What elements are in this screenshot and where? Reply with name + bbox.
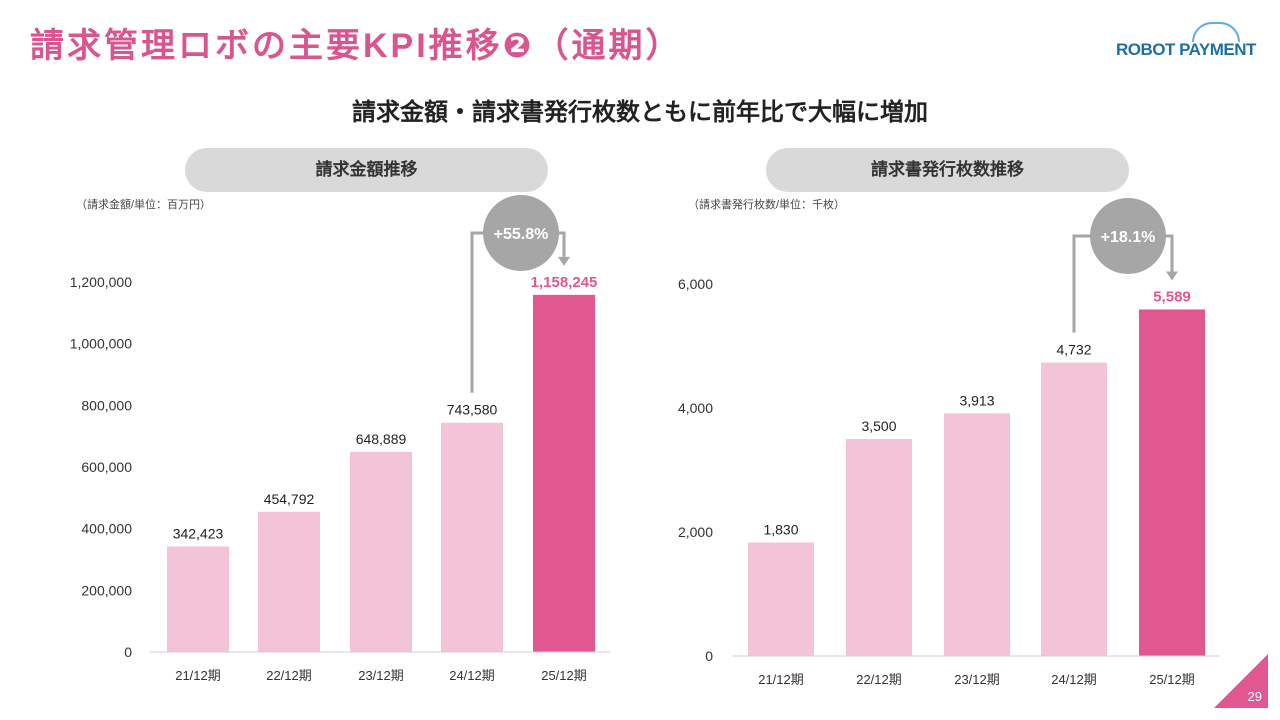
y-tick-label: 200,000 xyxy=(81,582,132,598)
y-tick-label: 0 xyxy=(705,648,713,664)
data-label: 454,792 xyxy=(264,491,315,507)
y-tick-label: 2,000 xyxy=(678,524,713,540)
y-tick-label: 4,000 xyxy=(678,400,713,416)
data-label: 743,580 xyxy=(447,402,498,418)
bar xyxy=(441,422,503,652)
y-tick-label: 400,000 xyxy=(81,521,132,537)
x-tick-label: 21/12期 xyxy=(175,668,221,683)
x-tick-label: 23/12期 xyxy=(358,668,404,683)
data-label: 5,589 xyxy=(1153,288,1191,305)
x-tick-label: 22/12期 xyxy=(266,668,312,683)
bar xyxy=(167,546,229,652)
arrow-down-icon xyxy=(1166,271,1178,281)
x-tick-label: 21/12期 xyxy=(758,672,804,687)
chart-title-billing: 請求金額推移 xyxy=(185,148,548,192)
x-tick-label: 25/12期 xyxy=(541,668,587,683)
data-label: 3,913 xyxy=(959,392,994,408)
page-title: 請求管理ロボの主要KPI推移❷（通期） xyxy=(30,27,683,65)
bar xyxy=(1139,309,1205,656)
page-number: 29 xyxy=(1247,689,1262,704)
y-tick-label: 1,200,000 xyxy=(70,274,132,290)
bar xyxy=(748,542,814,656)
chart-title-invoices: 請求書発行枚数推移 xyxy=(766,148,1129,192)
x-tick-label: 22/12期 xyxy=(856,672,902,687)
x-tick-label: 24/12期 xyxy=(449,668,495,683)
logo-text: ROBOT PAYMENT xyxy=(1116,40,1256,59)
growth-badge xyxy=(1090,198,1166,274)
data-label: 3,500 xyxy=(861,418,896,434)
data-label: 1,830 xyxy=(763,522,798,538)
x-tick-label: 24/12期 xyxy=(1051,672,1097,687)
growth-label: +55.8% xyxy=(494,226,549,243)
unit-label-invoices: （請求書発行枚数/単位：千枚） xyxy=(688,199,846,211)
data-label: 1,158,245 xyxy=(531,274,598,291)
growth-badge xyxy=(483,195,559,271)
y-tick-label: 1,000,000 xyxy=(70,336,132,352)
bar xyxy=(944,413,1010,656)
page-corner xyxy=(1214,654,1268,708)
y-tick-label: 600,000 xyxy=(81,459,132,475)
y-tick-label: 800,000 xyxy=(81,397,132,413)
x-tick-label: 23/12期 xyxy=(954,672,1000,687)
bar xyxy=(846,439,912,656)
x-tick-label: 25/12期 xyxy=(1149,672,1195,687)
bar xyxy=(533,294,595,652)
y-tick-label: 6,000 xyxy=(678,276,713,292)
data-label: 648,889 xyxy=(356,431,407,447)
subtitle: 請求金額・請求書発行枚数ともに前年比で大幅に増加 xyxy=(352,99,928,126)
data-label: 4,732 xyxy=(1056,342,1091,358)
growth-label: +18.1% xyxy=(1101,229,1156,246)
bar xyxy=(258,511,320,652)
data-label: 342,423 xyxy=(173,525,224,541)
bar xyxy=(350,451,412,652)
unit-label-billing: （請求金額/単位：百万円） xyxy=(76,199,212,211)
arrow-down-icon xyxy=(558,256,570,266)
bar xyxy=(1041,362,1107,656)
y-tick-label: 0 xyxy=(124,644,132,660)
